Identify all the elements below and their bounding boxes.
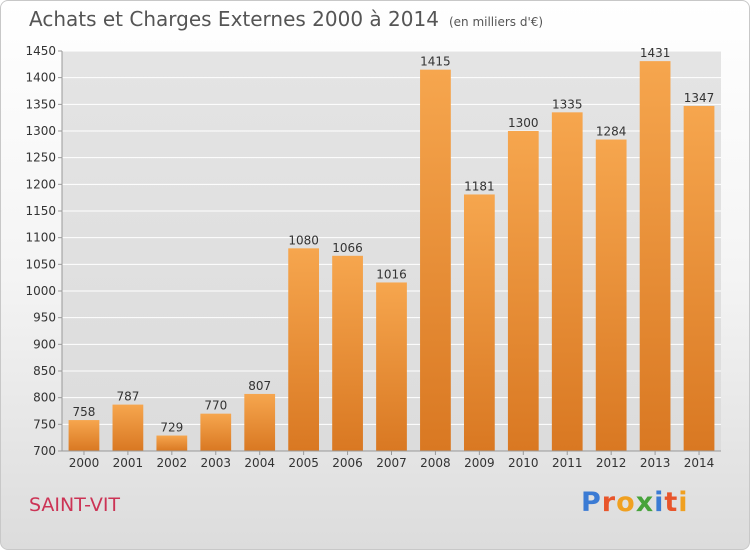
x-tick-label: 2010 <box>508 456 539 470</box>
logo-letter: P <box>581 487 602 518</box>
x-tick-label: 2003 <box>200 456 231 470</box>
x-tick-label: 2001 <box>113 456 144 470</box>
bar <box>595 139 627 452</box>
y-tick-label: 1350 <box>25 97 56 111</box>
data-label: 1431 <box>640 46 671 60</box>
y-tick-label: 900 <box>33 337 56 351</box>
bar <box>288 248 320 451</box>
bar <box>68 420 100 451</box>
bar <box>244 393 276 451</box>
logo-letter: r <box>601 487 617 518</box>
bar <box>639 61 671 452</box>
bar <box>112 404 144 451</box>
bar <box>551 112 583 451</box>
data-label: 1080 <box>288 233 319 247</box>
x-tick-label: 2011 <box>552 456 583 470</box>
data-label: 1284 <box>596 125 627 139</box>
data-label: 1347 <box>684 91 715 105</box>
x-tick-label: 2006 <box>332 456 363 470</box>
y-tick-label: 850 <box>33 364 56 378</box>
proxiti-logo: Proxiti <box>581 487 689 518</box>
y-tick-label: 700 <box>33 444 56 458</box>
y-tick-label: 1200 <box>25 177 56 191</box>
logo-letter: x <box>635 487 655 518</box>
y-tick-label: 1300 <box>25 124 56 138</box>
data-label: 1300 <box>508 116 539 130</box>
y-tick-label: 1050 <box>25 257 56 271</box>
y-tick-label: 750 <box>33 417 56 431</box>
x-tick-label: 2014 <box>684 456 715 470</box>
bar <box>200 413 232 451</box>
data-label: 1016 <box>376 267 407 281</box>
bar <box>463 194 495 451</box>
logo-letter: o <box>616 487 636 518</box>
bar <box>683 105 715 451</box>
x-tick-label: 2008 <box>420 456 451 470</box>
y-tick-label: 1450 <box>25 44 56 58</box>
logo-letter: i <box>654 487 665 518</box>
x-tick-label: 2007 <box>376 456 407 470</box>
logo-letter: i <box>678 487 689 518</box>
y-tick-label: 1100 <box>25 231 56 245</box>
y-tick-label: 1150 <box>25 204 56 218</box>
data-label: 787 <box>116 390 139 404</box>
chart-title: Achats et Charges Externes 2000 à 2014 <box>29 7 439 31</box>
data-label: 758 <box>73 405 96 419</box>
y-tick-label: 1400 <box>25 71 56 85</box>
data-label: 1415 <box>420 55 451 69</box>
chart-title-block: Achats et Charges Externes 2000 à 2014 (e… <box>29 7 543 31</box>
bar <box>332 255 363 451</box>
logo-letter: t <box>664 487 679 518</box>
bar <box>420 69 451 452</box>
data-label: 729 <box>160 421 183 435</box>
bar <box>376 282 407 451</box>
x-tick-label: 2005 <box>288 456 319 470</box>
city-name: SAINT-VIT <box>29 494 121 516</box>
bar <box>156 435 188 451</box>
x-tick-label: 2000 <box>69 456 100 470</box>
data-label: 1335 <box>552 97 583 111</box>
data-label: 807 <box>248 379 271 393</box>
x-tick-label: 2012 <box>596 456 627 470</box>
data-label: 770 <box>204 399 227 413</box>
y-tick-label: 950 <box>33 311 56 325</box>
y-tick-label: 1000 <box>25 284 56 298</box>
data-label: 1181 <box>464 179 495 193</box>
y-tick-label: 1250 <box>25 151 56 165</box>
x-tick-label: 2013 <box>640 456 671 470</box>
chart-unit: (en milliers d'€) <box>448 15 544 29</box>
x-tick-label: 2004 <box>244 456 275 470</box>
bar <box>507 131 539 451</box>
x-tick-label: 2009 <box>464 456 495 470</box>
x-tick-label: 2002 <box>157 456 188 470</box>
data-label: 1066 <box>332 241 363 255</box>
y-tick-label: 800 <box>33 391 56 405</box>
